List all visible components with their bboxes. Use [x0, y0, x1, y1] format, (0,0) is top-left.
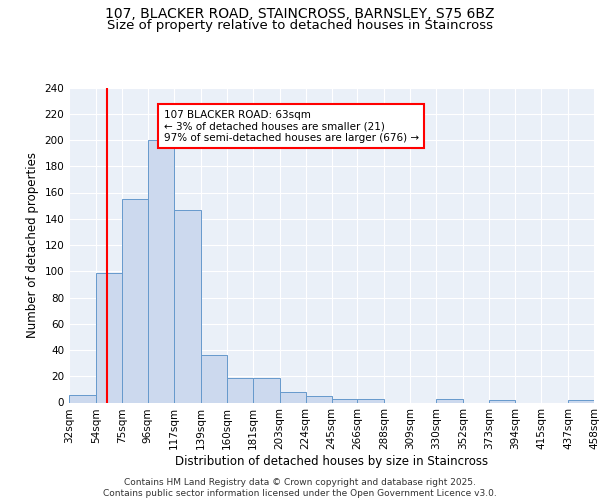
Text: Size of property relative to detached houses in Staincross: Size of property relative to detached ho… — [107, 18, 493, 32]
Y-axis label: Number of detached properties: Number of detached properties — [26, 152, 39, 338]
Bar — [489, 400, 515, 402]
Text: Contains HM Land Registry data © Crown copyright and database right 2025.
Contai: Contains HM Land Registry data © Crown c… — [103, 478, 497, 498]
Bar — [331, 398, 358, 402]
Text: 107 BLACKER ROAD: 63sqm
← 3% of detached houses are smaller (21)
97% of semi-det: 107 BLACKER ROAD: 63sqm ← 3% of detached… — [163, 110, 419, 143]
Bar — [96, 272, 122, 402]
Bar — [148, 140, 174, 402]
Bar — [69, 394, 96, 402]
Bar — [201, 355, 227, 403]
Bar — [253, 378, 280, 402]
Bar — [174, 210, 201, 402]
Bar — [568, 400, 594, 402]
Bar — [280, 392, 305, 402]
Bar — [305, 396, 331, 402]
Bar — [436, 398, 463, 402]
Bar — [358, 398, 385, 402]
X-axis label: Distribution of detached houses by size in Staincross: Distribution of detached houses by size … — [175, 455, 488, 468]
Bar — [227, 378, 253, 402]
Text: 107, BLACKER ROAD, STAINCROSS, BARNSLEY, S75 6BZ: 107, BLACKER ROAD, STAINCROSS, BARNSLEY,… — [105, 8, 495, 22]
Bar — [122, 199, 148, 402]
